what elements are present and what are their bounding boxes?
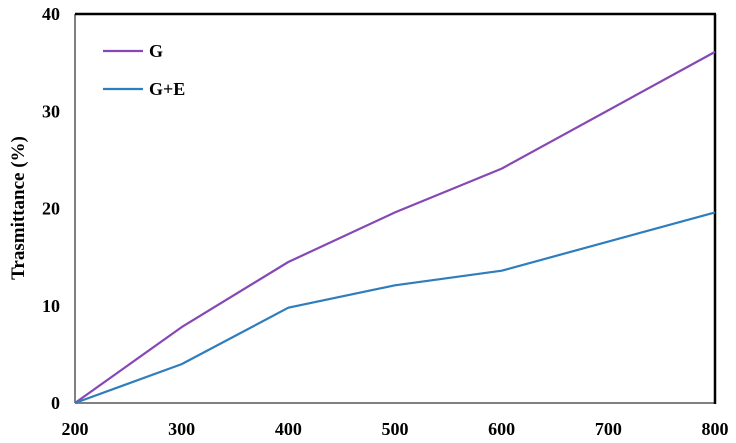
- y-axis-tick-labels: 0 10 20 30 40: [42, 4, 60, 413]
- x-tick-label: 500: [382, 419, 409, 439]
- legend-label: G+E: [149, 79, 185, 99]
- x-tick-label: 700: [595, 419, 622, 439]
- x-axis-tick-labels: 200 300 400 500 600 700 800: [62, 419, 729, 439]
- y-tick-label: 0: [51, 393, 60, 413]
- y-tick-label: 30: [42, 101, 60, 121]
- x-tick-label: 400: [275, 419, 302, 439]
- y-tick-label: 10: [42, 296, 60, 316]
- x-tick-label: 800: [702, 419, 729, 439]
- y-tick-label: 20: [42, 199, 60, 219]
- legend: G G+E: [103, 41, 185, 99]
- y-axis-title: Trasmittance (%): [8, 136, 29, 280]
- series-line-g: [74, 50, 716, 404]
- plot-frame: [74, 12, 717, 404]
- series-line-g-plus-e: [74, 211, 716, 405]
- series-lines: [74, 50, 716, 405]
- x-tick-label: 200: [62, 419, 89, 439]
- y-tick-label: 40: [42, 4, 60, 24]
- x-tick-label: 600: [488, 419, 515, 439]
- legend-label: G: [149, 41, 163, 61]
- x-tick-label: 300: [168, 419, 195, 439]
